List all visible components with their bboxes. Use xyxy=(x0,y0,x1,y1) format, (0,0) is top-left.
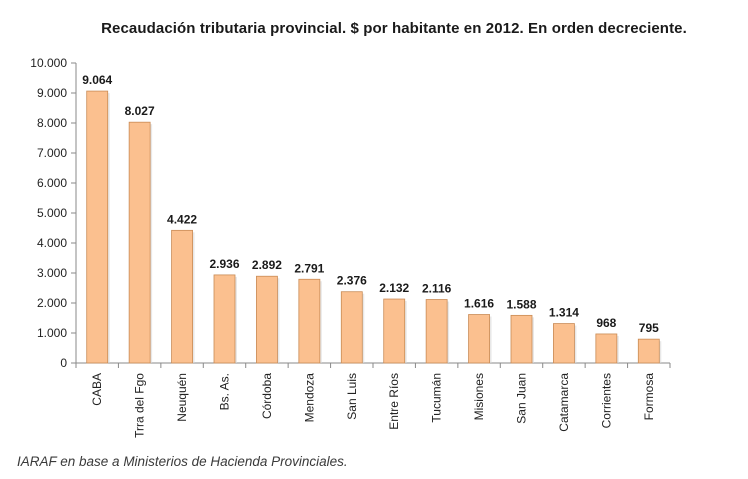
y-tick-label: 6.000 xyxy=(37,176,67,190)
y-tick-label: 3.000 xyxy=(37,266,67,280)
x-tick-label: Misiones xyxy=(472,373,486,420)
bar xyxy=(425,299,448,364)
y-tick-label: 5.000 xyxy=(37,206,67,220)
bars xyxy=(86,90,662,364)
bar xyxy=(128,121,151,364)
x-tick-label: Corrientes xyxy=(599,373,613,428)
data-label: 2.116 xyxy=(422,282,452,296)
bar xyxy=(298,278,321,364)
bar xyxy=(86,90,109,364)
chart-title: Recaudación tributaria provincial. $ por… xyxy=(101,20,687,37)
data-label: 4.422 xyxy=(167,212,197,226)
y-tick-label: 10.000 xyxy=(30,56,67,70)
bar xyxy=(171,229,193,364)
bar xyxy=(340,291,363,364)
source-note: IARAF en base a Ministerios de Hacienda … xyxy=(17,454,348,469)
x-tick-label: Formosa xyxy=(642,373,656,421)
x-tick-label: Entre Ríos xyxy=(387,373,401,430)
labels: 9.064 CABA 8.027 Trra del Fgo 4.422 Neuquén 2.… xyxy=(82,73,659,438)
data-label: 2.791 xyxy=(294,261,324,275)
bar xyxy=(256,275,278,364)
data-label: 968 xyxy=(596,316,616,330)
y-tick-label: 1.000 xyxy=(37,326,67,340)
x-tick-label: Córdoba xyxy=(260,373,274,419)
x-tick-label: Bs. As. xyxy=(218,373,232,410)
x-tick-label: Catamarca xyxy=(557,373,571,432)
data-label: 2.376 xyxy=(337,274,367,288)
x-tick-label: San Luis xyxy=(345,373,359,420)
data-label: 1.616 xyxy=(464,297,494,311)
y-tick-label: 7.000 xyxy=(37,146,67,160)
axes: 0 1.000 2.000 3.000 4.000 5.000 6.000 7.000 8.00… xyxy=(30,56,671,370)
bar xyxy=(595,333,618,364)
x-tick-label: Neuquén xyxy=(175,373,189,422)
x-tick-label: Tucumán xyxy=(430,373,444,423)
bar xyxy=(637,338,660,364)
bar xyxy=(510,314,533,364)
data-label: 2.936 xyxy=(209,257,239,271)
bar xyxy=(213,274,236,364)
x-tick-label: Trra del Fgo xyxy=(133,373,147,438)
bar xyxy=(553,323,575,364)
data-label: 2.892 xyxy=(252,258,282,272)
data-label: 1.588 xyxy=(506,297,536,311)
data-label: 8.027 xyxy=(125,104,155,118)
y-tick-label: 0 xyxy=(60,356,67,370)
y-tick-label: 8.000 xyxy=(37,116,67,130)
x-tick-label: Mendoza xyxy=(302,373,316,423)
data-label: 2.132 xyxy=(379,281,409,295)
bar xyxy=(468,314,490,364)
data-label: 9.064 xyxy=(82,73,112,87)
data-label: 1.314 xyxy=(549,306,579,320)
data-label: 795 xyxy=(639,321,659,335)
x-tick-label: San Juan xyxy=(515,373,529,424)
y-tick-label: 9.000 xyxy=(37,86,67,100)
y-tick-label: 2.000 xyxy=(37,296,67,310)
bar xyxy=(383,298,406,364)
y-tick-label: 4.000 xyxy=(37,236,67,250)
x-tick-label: CABA xyxy=(90,373,104,406)
